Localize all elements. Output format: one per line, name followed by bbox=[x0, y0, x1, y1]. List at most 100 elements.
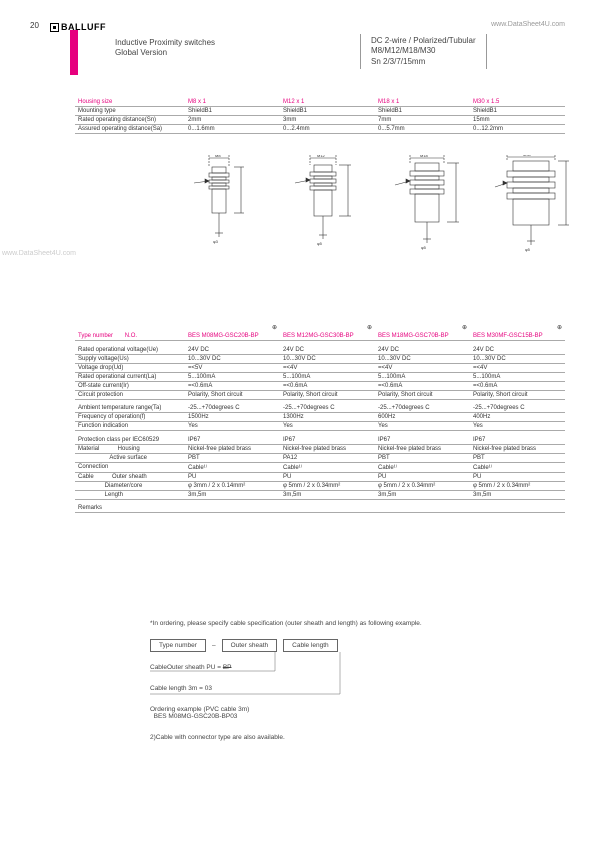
box-outersheath: Outer sheath bbox=[222, 639, 278, 652]
type-row-value: φ 5mm / 2 x 0.34mm² bbox=[470, 481, 565, 490]
type-row-label: Voltage drop(Ud) bbox=[75, 363, 185, 372]
type-row-value: 5...100mA bbox=[375, 372, 470, 381]
type-data-row: Circuit protectionPolarity, Short circui… bbox=[75, 390, 565, 399]
spec-value: 0...12.2mm bbox=[470, 125, 565, 134]
type-row-value: 3m,5m bbox=[280, 490, 375, 499]
spec-value: 0...1.6mm bbox=[185, 125, 280, 134]
type-row-value: =<0.6mA bbox=[375, 381, 470, 390]
header-right-2: M8/M12/M18/M30 bbox=[371, 46, 476, 56]
type-row-value: PBT bbox=[470, 453, 565, 462]
svg-text:φ3: φ3 bbox=[213, 239, 219, 244]
type-row-value: =<4V bbox=[280, 363, 375, 372]
header-left: Inductive Proximity switches Global Vers… bbox=[115, 38, 215, 59]
type-table: ⊕⊕⊕⊕Type number N.O.BES M08MG-GSC20B-BPB… bbox=[75, 323, 565, 513]
type-row-label: Diameter/core bbox=[75, 481, 185, 490]
spec-value: ShieldB1 bbox=[280, 107, 375, 116]
type-row-value: =<5V bbox=[185, 363, 280, 372]
type-row-value: Yes bbox=[375, 422, 470, 431]
diagram-m18: M18 φ5 bbox=[383, 150, 472, 260]
spec-value: ShieldB1 bbox=[185, 107, 280, 116]
type-row-label: Function indication bbox=[75, 422, 185, 431]
spec-row: Rated operating distance(Sn)2mm3mm7mm15m… bbox=[75, 116, 565, 125]
spec-value: M8 x 1 bbox=[185, 98, 280, 107]
type-row-label: Protection class per IEC60529 bbox=[75, 436, 185, 445]
header-title-1: Inductive Proximity switches bbox=[115, 38, 215, 48]
type-row-value: PU bbox=[470, 472, 565, 481]
type-row-value: =<4V bbox=[470, 363, 565, 372]
type-row-label: Supply voltage(Us) bbox=[75, 354, 185, 363]
type-row-value: =<0.6mA bbox=[280, 381, 375, 390]
ordering-section: *In ordering, please specify cable speci… bbox=[150, 620, 550, 741]
type-data-row: Material HousingNickel-free plated brass… bbox=[75, 444, 565, 453]
type-row-label: Off-state current(Ir) bbox=[75, 381, 185, 390]
example-line-2: BES M08MG-GSC20B-BP03 bbox=[150, 713, 550, 720]
spec-row: Mounting typeShieldB1ShieldB1ShieldB1Shi… bbox=[75, 107, 565, 116]
type-row-value: Polarity, Short circuit bbox=[185, 390, 280, 399]
type-row-value: 10...30V DC bbox=[470, 354, 565, 363]
type-data-row: Cable Outer sheathPUPUPUPU bbox=[75, 472, 565, 481]
type-row-value: IP67 bbox=[185, 436, 280, 445]
circ-cell: ⊕ bbox=[280, 323, 375, 332]
type-data-row: ConnectionCable¹⁾Cable¹⁾Cable¹⁾Cable¹⁾ bbox=[75, 462, 565, 472]
type-row-value: 24V DC bbox=[470, 346, 565, 355]
type-row-value: 10...30V DC bbox=[185, 354, 280, 363]
spec-label: Rated operating distance(Sn) bbox=[75, 116, 185, 125]
order-boxes: Type number – Outer sheath Cable length bbox=[150, 639, 550, 652]
svg-text:M18: M18 bbox=[420, 155, 429, 158]
type-row-value: 10...30V DC bbox=[375, 354, 470, 363]
type-row-label: Frequency of operation(f) bbox=[75, 413, 185, 422]
type-row-label: Connection bbox=[75, 462, 185, 472]
type-data-row: Remarks bbox=[75, 504, 565, 513]
dash: – bbox=[212, 642, 216, 649]
spec-value: M12 x 1 bbox=[280, 98, 375, 107]
logo-icon bbox=[50, 23, 59, 32]
connector-lines bbox=[150, 652, 550, 702]
type-data-row: Function indicationYesYesYesYes bbox=[75, 422, 565, 431]
type-row-value: PBT bbox=[375, 453, 470, 462]
watermark-right: www.DataSheet4U.com bbox=[491, 21, 565, 28]
diagrams-row: M8 φ3 bbox=[175, 150, 575, 260]
type-row-value: Polarity, Short circuit bbox=[280, 390, 375, 399]
type-row-value: 600Hz bbox=[375, 413, 470, 422]
type-row-value: 5...100mA bbox=[185, 372, 280, 381]
type-row-value: 5...100mA bbox=[470, 372, 565, 381]
type-data-row: Frequency of operation(f)1500Hz1300Hz600… bbox=[75, 413, 565, 422]
diagram-m8: M8 φ3 bbox=[175, 150, 264, 260]
header-right: DC 2-wire / Polarized/Tubular M8/M12/M18… bbox=[360, 34, 487, 69]
type-row-value: IP67 bbox=[280, 436, 375, 445]
sensor-drawing-icon: M12 φ5 bbox=[283, 155, 363, 255]
type-part: BES M12MG-GSC30B-BP bbox=[280, 332, 375, 341]
diagram-m12: M12 φ5 bbox=[279, 150, 368, 260]
type-row-value bbox=[470, 504, 565, 513]
svg-text:M12: M12 bbox=[317, 155, 326, 158]
example-line-1: Ordering example (PVC cable 3m) bbox=[150, 706, 550, 713]
type-data-row: Rated operational current(La)5...100mA5.… bbox=[75, 372, 565, 381]
spec-row: Housing sizeM8 x 1M12 x 1M18 x 1M30 x 1.… bbox=[75, 98, 565, 107]
circ-cell: ⊕ bbox=[375, 323, 470, 332]
spec-value: M18 x 1 bbox=[375, 98, 470, 107]
box-typenumber: Type number bbox=[150, 639, 206, 652]
type-row-value: 3m,5m bbox=[470, 490, 565, 499]
accent-bar bbox=[70, 30, 78, 75]
circ-cell bbox=[75, 323, 185, 332]
type-row-value: Cable¹⁾ bbox=[280, 462, 375, 472]
ordering-note: *In ordering, please specify cable speci… bbox=[150, 620, 550, 627]
type-row-value: Yes bbox=[280, 422, 375, 431]
type-row-value: 24V DC bbox=[280, 346, 375, 355]
sensor-drawing-icon: M30 φ5 bbox=[491, 155, 571, 255]
type-row-value: -25...+70degrees C bbox=[470, 404, 565, 413]
type-row-value: 1300Hz bbox=[280, 413, 375, 422]
type-row-value: Polarity, Short circuit bbox=[375, 390, 470, 399]
spec-value: 0...5.7mm bbox=[375, 125, 470, 134]
type-row-label: Active surface bbox=[75, 453, 185, 462]
spec-value: 3mm bbox=[280, 116, 375, 125]
type-row-value bbox=[280, 504, 375, 513]
type-row-value: Cable¹⁾ bbox=[185, 462, 280, 472]
type-row-label: Ambient temperature range(Ta) bbox=[75, 404, 185, 413]
spec-value: 15mm bbox=[470, 116, 565, 125]
spec-value: M30 x 1.5 bbox=[470, 98, 565, 107]
spec-value: ShieldB1 bbox=[375, 107, 470, 116]
type-data-row: Diameter/coreφ 3mm / 2 x 0.14mm²φ 5mm / … bbox=[75, 481, 565, 490]
type-row-label: Cable Outer sheath bbox=[75, 472, 185, 481]
type-row-value: Cable¹⁾ bbox=[470, 462, 565, 472]
